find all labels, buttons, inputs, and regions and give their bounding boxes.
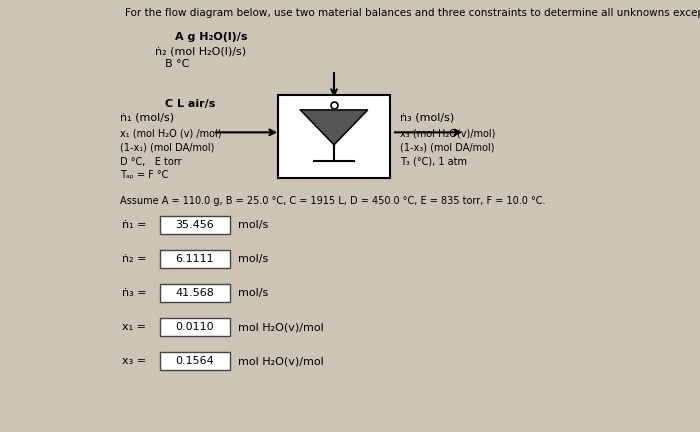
Text: 35.456: 35.456 bbox=[176, 220, 214, 230]
Text: ṅ₃ =: ṅ₃ = bbox=[122, 288, 146, 298]
Text: ṅ₁ (mol/s): ṅ₁ (mol/s) bbox=[120, 112, 174, 122]
Text: C L air/s: C L air/s bbox=[165, 99, 216, 109]
Text: x₁ (mol H₂O (v) /mol): x₁ (mol H₂O (v) /mol) bbox=[120, 129, 221, 139]
Text: D °C,   E torr: D °C, E torr bbox=[120, 157, 181, 167]
Bar bbox=[278, 95, 390, 178]
Bar bbox=[160, 352, 230, 370]
Bar bbox=[160, 250, 230, 268]
Text: (1-x₃) (mol DA/mol): (1-x₃) (mol DA/mol) bbox=[400, 143, 494, 153]
Text: Assume A = 110.0 g, B = 25.0 °C, C = 1915 L, D = 450.0 °C, E = 835 torr, F = 10.: Assume A = 110.0 g, B = 25.0 °C, C = 191… bbox=[120, 196, 545, 206]
Text: Tₐₚ = F °C: Tₐₚ = F °C bbox=[120, 170, 169, 180]
Text: ṅ₃ (mol/s): ṅ₃ (mol/s) bbox=[400, 112, 454, 122]
Text: 6.1111: 6.1111 bbox=[176, 254, 214, 264]
Text: 0.0110: 0.0110 bbox=[176, 322, 214, 332]
Text: x₁ =: x₁ = bbox=[122, 322, 146, 332]
Text: 41.568: 41.568 bbox=[176, 288, 214, 298]
Text: ṅ₁ =: ṅ₁ = bbox=[122, 220, 146, 230]
Text: ṅ₂ =: ṅ₂ = bbox=[122, 254, 146, 264]
Bar bbox=[160, 318, 230, 336]
Text: mol/s: mol/s bbox=[238, 254, 268, 264]
Text: (1-x₁) (mol DA/mol): (1-x₁) (mol DA/mol) bbox=[120, 143, 214, 153]
Text: mol/s: mol/s bbox=[238, 288, 268, 298]
Text: mol H₂O(v)/mol: mol H₂O(v)/mol bbox=[238, 322, 323, 332]
Text: 0.1564: 0.1564 bbox=[176, 356, 214, 366]
Text: mol/s: mol/s bbox=[238, 220, 268, 230]
Text: T₃ (°C), 1 atm: T₃ (°C), 1 atm bbox=[400, 157, 467, 167]
Bar bbox=[160, 284, 230, 302]
Text: x₃ (mol H₂O(v)/mol): x₃ (mol H₂O(v)/mol) bbox=[400, 129, 496, 139]
Polygon shape bbox=[300, 110, 368, 145]
Text: A g H₂O(l)/s: A g H₂O(l)/s bbox=[175, 32, 248, 42]
Text: For the flow diagram below, use two material balances and three constraints to d: For the flow diagram below, use two mate… bbox=[125, 8, 700, 18]
Bar bbox=[160, 216, 230, 234]
Text: ṅ₂ (mol H₂O(l)/s): ṅ₂ (mol H₂O(l)/s) bbox=[155, 46, 246, 56]
Text: mol H₂O(v)/mol: mol H₂O(v)/mol bbox=[238, 356, 323, 366]
Text: x₃ =: x₃ = bbox=[122, 356, 146, 366]
Text: B °C: B °C bbox=[165, 59, 190, 69]
